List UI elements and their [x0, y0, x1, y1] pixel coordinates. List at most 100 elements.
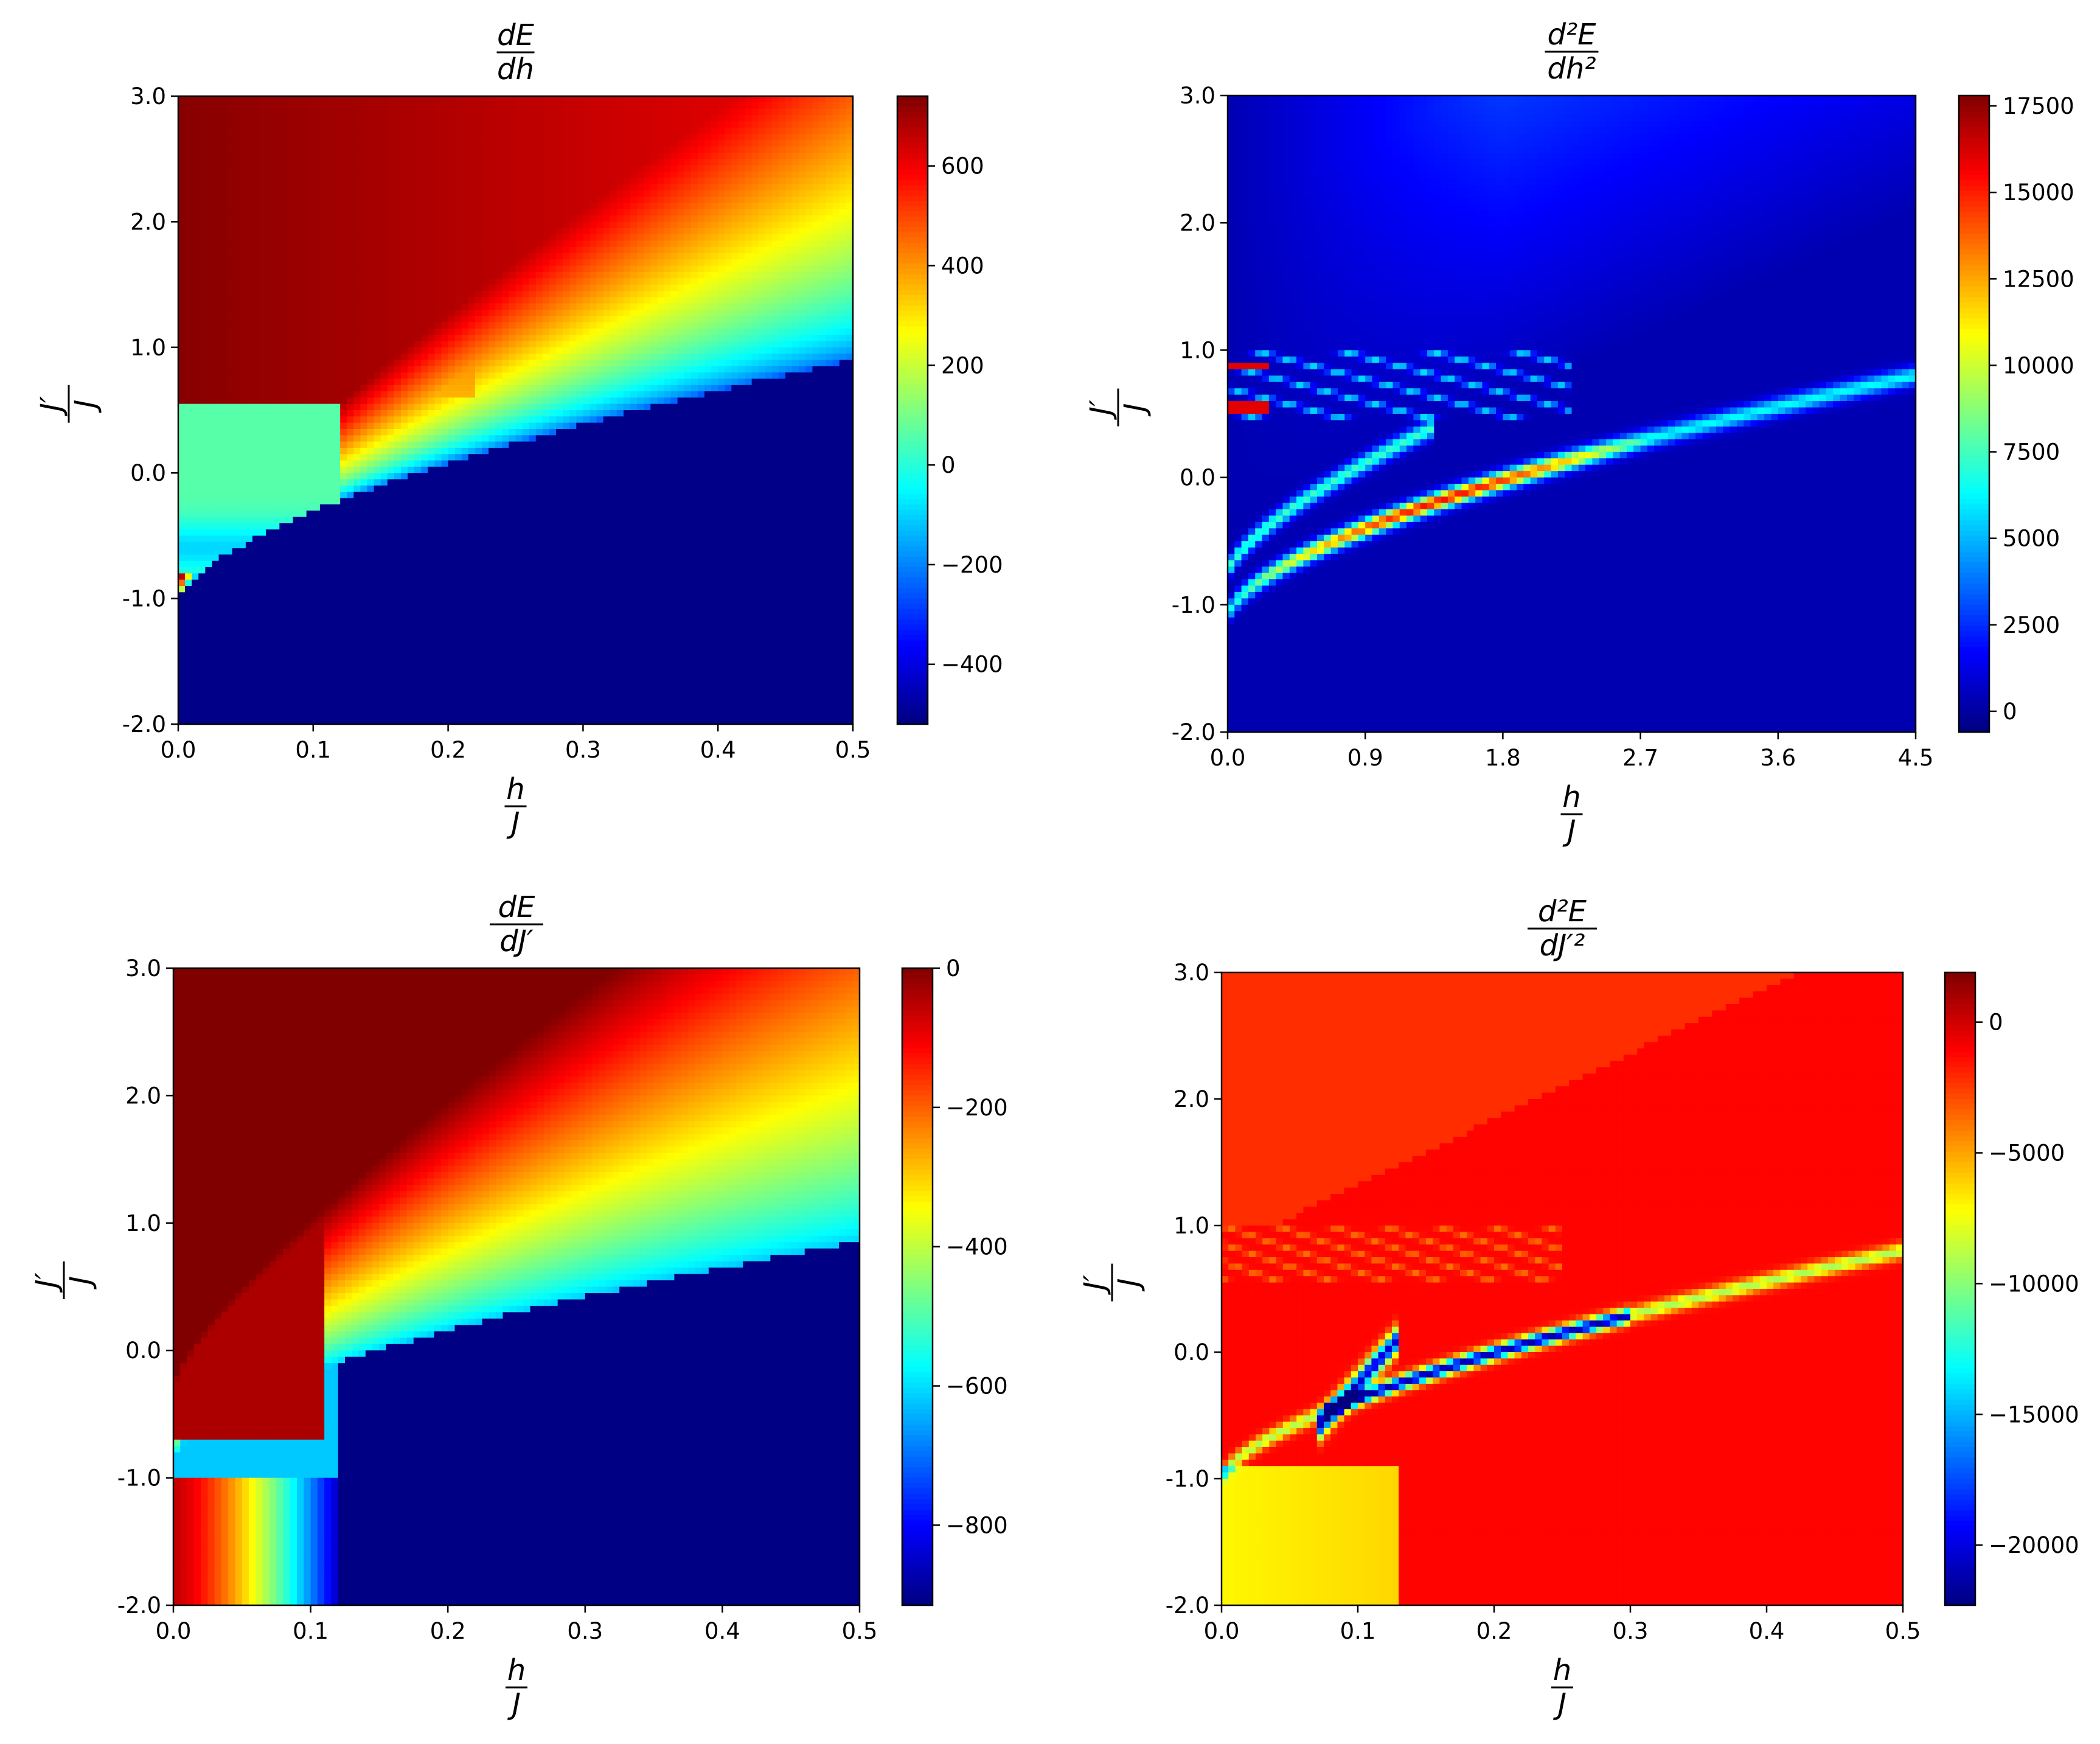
- heatmap-cell: [535, 215, 543, 222]
- heatmap-cell: [529, 403, 537, 411]
- heatmap-cell: [603, 159, 611, 166]
- heatmap-cell: [279, 102, 287, 110]
- heatmap-cell: [664, 253, 672, 260]
- heatmap-cell: [792, 152, 799, 159]
- heatmap-cell: [819, 221, 827, 229]
- heatmap-cell: [333, 152, 341, 159]
- heatmap-cell: [454, 96, 462, 103]
- heatmap-cell: [468, 240, 476, 248]
- heatmap-cell: [718, 203, 725, 210]
- heatmap-cell: [394, 209, 402, 216]
- heatmap-cell: [785, 328, 793, 335]
- heatmap-cell: [232, 152, 240, 159]
- heatmap-cell: [779, 209, 786, 216]
- heatmap-cell: [670, 271, 678, 279]
- heatmap-cell: [482, 265, 489, 273]
- heatmap-cell: [232, 178, 240, 185]
- heatmap-cell: [279, 209, 287, 216]
- heatmap-cell: [522, 221, 530, 229]
- heatmap-cell: [454, 121, 462, 128]
- heatmap-cell: [299, 259, 307, 267]
- heatmap-cell: [684, 316, 692, 323]
- heatmap-cell: [279, 146, 287, 153]
- heatmap-cell: [529, 284, 537, 291]
- heatmap-cell: [313, 297, 321, 304]
- heatmap-cell: [232, 316, 240, 323]
- heatmap-cell: [347, 221, 354, 229]
- heatmap-cell: [279, 360, 287, 367]
- heatmap-cell: [198, 133, 206, 141]
- heatmap-cell: [374, 378, 381, 386]
- heatmap-cell: [394, 341, 402, 348]
- heatmap-cell: [380, 102, 388, 110]
- heatmap-cell: [441, 221, 449, 229]
- heatmap-cell: [408, 178, 415, 185]
- heatmap-cell: [319, 347, 327, 354]
- heatmap-cell: [792, 322, 799, 329]
- heatmap-cell: [569, 360, 577, 367]
- heatmap-cell: [475, 108, 482, 116]
- heatmap-cell: [340, 96, 347, 103]
- heatmap-cell: [556, 102, 563, 110]
- heatmap-cell: [758, 228, 766, 235]
- heatmap-cell: [779, 284, 786, 291]
- heatmap-cell: [704, 391, 712, 398]
- heatmap-cell: [630, 253, 638, 260]
- heatmap-cell: [428, 335, 436, 342]
- heatmap-cell: [509, 240, 516, 248]
- heatmap-cell: [185, 253, 192, 260]
- heatmap-cell: [542, 303, 550, 310]
- heatmap-cell: [556, 360, 563, 367]
- heatmap-cell: [832, 152, 840, 159]
- heatmap-cell: [725, 209, 732, 216]
- heatmap-cell: [408, 240, 415, 248]
- heatmap-cell: [212, 284, 220, 291]
- heatmap-cell: [542, 102, 550, 110]
- heatmap-cell: [832, 253, 840, 260]
- heatmap-cell: [400, 372, 408, 379]
- heatmap-cell: [488, 316, 496, 323]
- heatmap-cell: [333, 341, 341, 348]
- heatmap-cell: [360, 303, 368, 310]
- heatmap-cell: [333, 209, 341, 216]
- heatmap-cell: [569, 234, 577, 241]
- heatmap-cell: [542, 328, 550, 335]
- heatmap-cell: [421, 265, 428, 273]
- heatmap-cell: [367, 178, 375, 185]
- heatmap-cell: [832, 397, 840, 405]
- heatmap-cell: [846, 378, 854, 386]
- heatmap-cell: [785, 335, 793, 342]
- heatmap-cell: [468, 133, 476, 141]
- heatmap-cell: [623, 133, 631, 141]
- heatmap-cell: [637, 378, 644, 386]
- heatmap-cell: [509, 303, 516, 310]
- heatmap-cell: [232, 284, 240, 291]
- heatmap-cell: [454, 397, 462, 405]
- heatmap-cell: [279, 253, 287, 260]
- heatmap-cell: [232, 290, 240, 298]
- heatmap-cell: [380, 347, 388, 354]
- heatmap-cell: [637, 253, 644, 260]
- heatmap-cell: [718, 240, 725, 248]
- heatmap-cell: [576, 372, 583, 379]
- heatmap-cell: [441, 354, 449, 361]
- heatmap-cell: [198, 121, 206, 128]
- heatmap-cell: [576, 322, 583, 329]
- heatmap-cell: [779, 190, 786, 197]
- heatmap-cell: [677, 403, 685, 411]
- heatmap-cell: [549, 265, 557, 273]
- heatmap-cell: [509, 171, 516, 178]
- heatmap-cell: [259, 240, 266, 248]
- heatmap-cell: [408, 102, 415, 110]
- heatmap-cell: [832, 140, 840, 147]
- heatmap-cell: [839, 140, 847, 147]
- heatmap-cell: [563, 209, 570, 216]
- heatmap-cell: [408, 190, 415, 197]
- heatmap-cell: [785, 360, 793, 367]
- heatmap-cell: [313, 303, 321, 310]
- heatmap-cell: [218, 152, 226, 159]
- heatmap-cell: [245, 397, 253, 405]
- heatmap-cell: [225, 228, 233, 235]
- heatmap-cell: [839, 397, 847, 405]
- heatmap-cell: [198, 341, 206, 348]
